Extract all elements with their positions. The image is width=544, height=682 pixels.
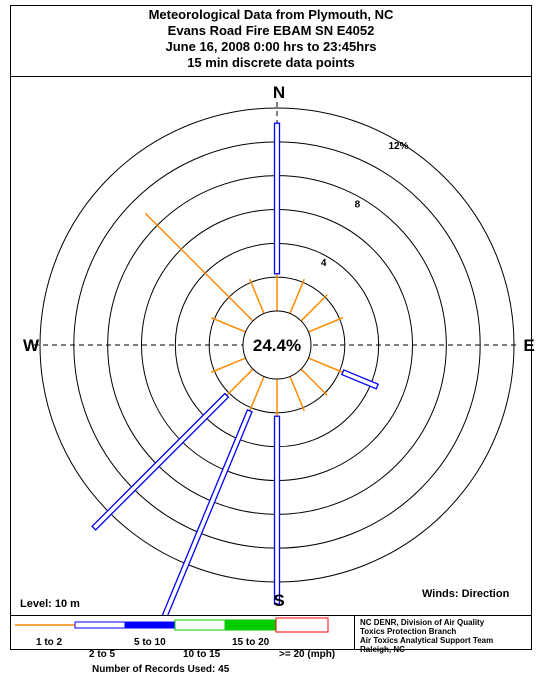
bar-ESE xyxy=(340,369,379,390)
bar-SSW xyxy=(160,408,253,615)
credits-block: NC DENR, Division of Air Quality Toxics … xyxy=(354,615,532,654)
level-label: Level: 10 m xyxy=(20,598,80,610)
credit-line-1: NC DENR, Division of Air Quality xyxy=(360,618,485,627)
legend-label-1-2: 1 to 2 xyxy=(36,637,63,648)
title-line-1: Meteorological Data from Plymouth, NC xyxy=(148,7,394,22)
legend-label-20-plus: >= 20 (mph) xyxy=(279,649,336,660)
spoke-SE xyxy=(300,368,328,396)
compass-north: N xyxy=(273,83,285,102)
chart-title-block: Meteorological Data from Plymouth, NC Ev… xyxy=(10,5,532,77)
calm-circle xyxy=(242,310,312,380)
spoke-SSW xyxy=(249,376,265,412)
credit-line-2: Toxics Protection Branch xyxy=(360,627,457,636)
ring-label-8: 8 xyxy=(355,200,361,211)
records-used-label: Number of Records Used: 45 xyxy=(92,664,230,675)
spoke-NE xyxy=(300,294,328,322)
bar-S xyxy=(273,415,281,605)
compass-east: E xyxy=(523,336,534,355)
spoke-ENE xyxy=(308,317,344,333)
spoke-SSE xyxy=(289,376,305,412)
title-line-3: June 16, 2008 0:00 hrs to 23:45hrs xyxy=(165,39,377,54)
legend-swatch-10-15 xyxy=(174,619,226,631)
credit-line-3: Air Toxics Analytical Support Team xyxy=(360,636,494,645)
spoke-NNE xyxy=(289,278,305,314)
legend-label-2-5: 2 to 5 xyxy=(89,649,116,660)
title-line-2: Evans Road Fire EBAM SN E4052 xyxy=(167,23,375,38)
legend-swatch-2-5 xyxy=(74,621,126,629)
winds-direction-label: Winds: Direction xyxy=(422,588,510,600)
speed-legend xyxy=(10,615,532,650)
spoke-NNW xyxy=(249,278,265,314)
legend-swatch-20-plus xyxy=(275,617,329,633)
spoke-ESE xyxy=(308,357,344,373)
title-line-4: 15 min discrete data points xyxy=(187,55,355,70)
ring-label-12: 12% xyxy=(389,141,409,152)
legend-label-15-20: 15 to 20 xyxy=(232,637,270,648)
compass-south: S xyxy=(273,591,284,610)
chart-frame xyxy=(10,5,532,650)
legend-swatch-5-10 xyxy=(124,621,176,629)
wind-rose-chart: 24.4% 4 8 12% N S E W xyxy=(23,83,535,615)
spoke-SW xyxy=(226,368,254,396)
compass-west: W xyxy=(23,336,40,355)
bar-SW xyxy=(91,392,230,531)
spoke-NW xyxy=(144,212,254,322)
bar-N xyxy=(273,122,281,275)
calm-percent-label: 24.4% xyxy=(253,336,301,355)
spoke-WSW xyxy=(210,357,246,373)
ring-label-4: 4 xyxy=(321,258,327,269)
spoke-WNW xyxy=(210,317,246,333)
legend-label-5-10: 5 to 10 xyxy=(134,637,166,648)
legend-label-10-15: 10 to 15 xyxy=(183,649,221,660)
legend-swatch-15-20 xyxy=(224,619,276,631)
credit-line-4: Raleigh, NC xyxy=(360,645,405,654)
